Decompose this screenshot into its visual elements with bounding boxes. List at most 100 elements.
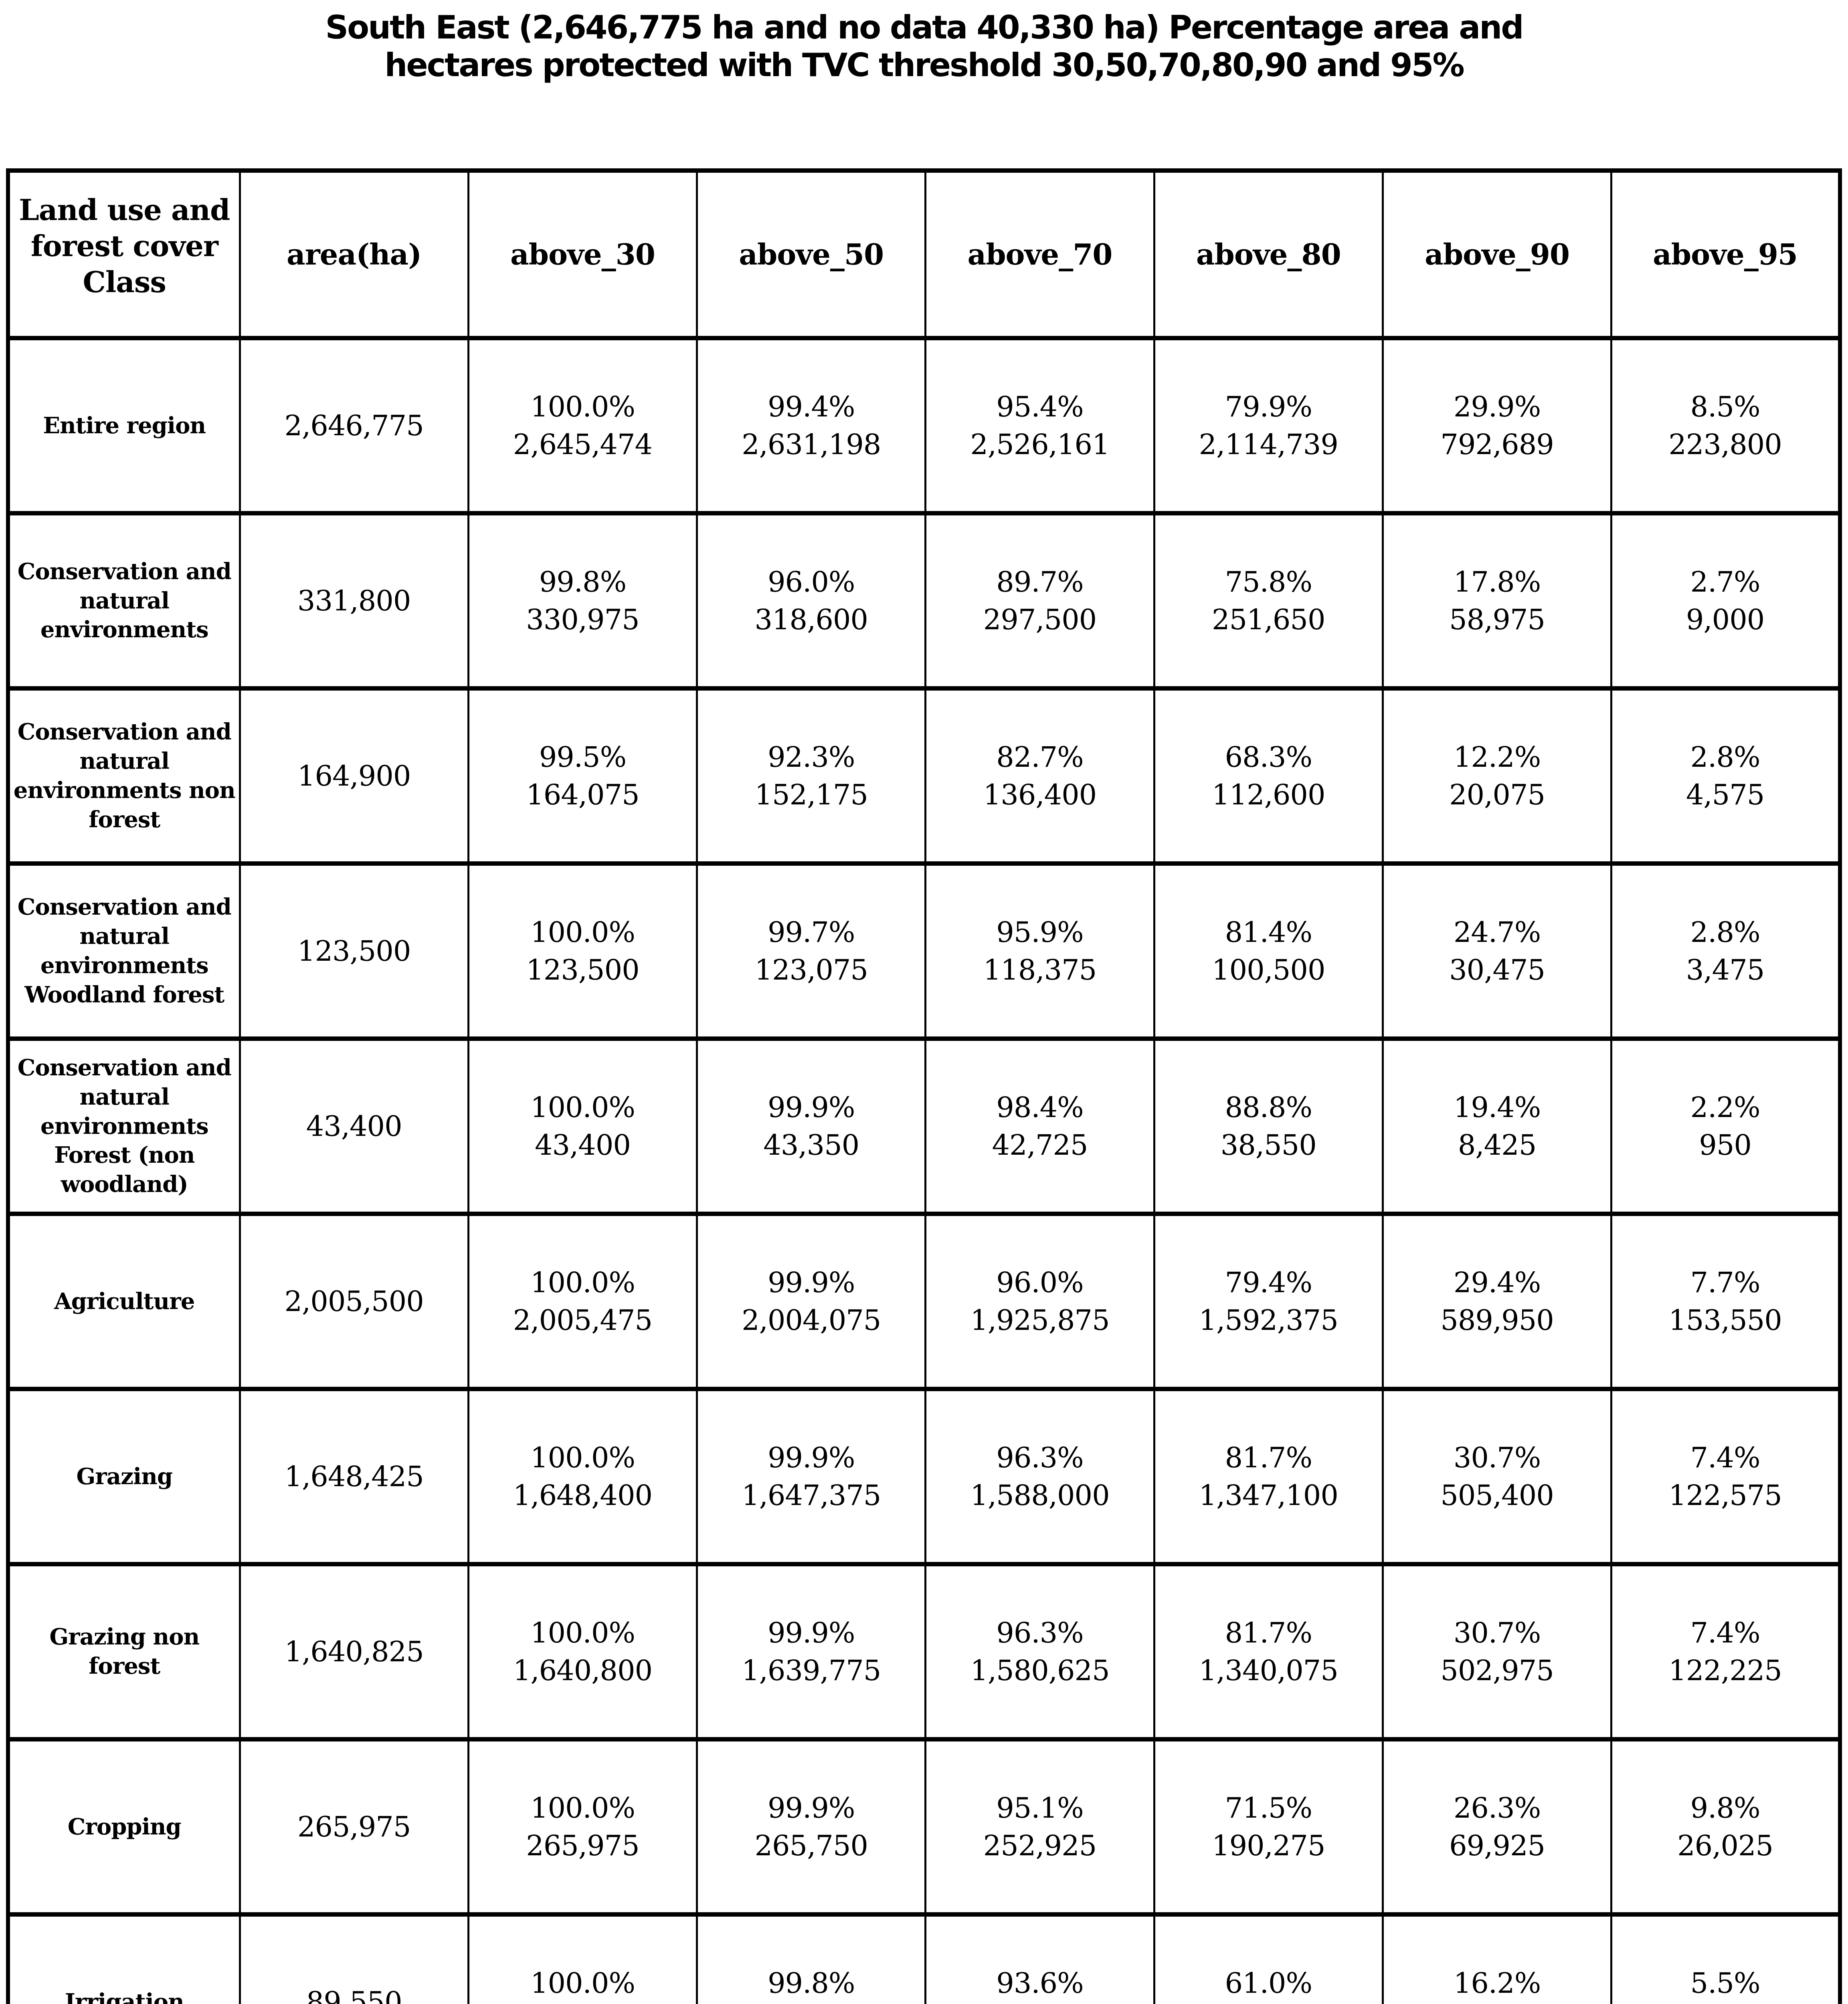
table-row: Agriculture 2,005,500 100.0% 2,005,475 99.… — [7, 1212, 1841, 1391]
value-cell: 79.4% 1,592,375 — [1153, 1212, 1384, 1391]
value-cell: 95.9% 118,375 — [924, 861, 1155, 1041]
col-header-above-95: above_95 — [1610, 168, 1841, 340]
value-cell: 7.4% 122,225 — [1610, 1562, 1841, 1741]
value-cell: 99.9% 265,750 — [696, 1737, 927, 1917]
value-cell: 81.4% 100,500 — [1153, 861, 1384, 1041]
row-label-cell: Grazing non forest — [7, 1562, 241, 1741]
value-cell: 100.0% 123,500 — [467, 861, 698, 1041]
value-cell: 81.7% 1,347,100 — [1153, 1387, 1384, 1566]
value-cell: 19.4% 8,425 — [1381, 1036, 1613, 1216]
row-label-cell: Conservation and natural environments Wo… — [7, 861, 241, 1041]
value-cell: 61.0% 54,650 — [1153, 1912, 1384, 2004]
value-cell: 30.7% 502,975 — [1381, 1562, 1613, 1741]
value-cell: 99.5% 164,075 — [467, 686, 698, 866]
row-label-cell: Conservation and natural environments Fo… — [7, 1036, 241, 1216]
value-cell: 99.4% 2,631,198 — [696, 336, 927, 515]
table-row: Conservation and natural environments no… — [7, 686, 1841, 866]
row-label-cell: Irrigation — [7, 1912, 241, 2004]
value-cell: 99.7% 123,075 — [696, 861, 927, 1041]
value-cell: 93.6% 83,800 — [924, 1912, 1155, 2004]
value-cell: 123,500 — [239, 861, 469, 1041]
table-row: Conservation and natural environments 33… — [7, 511, 1841, 691]
value-cell: 100.0% 2,645,474 — [467, 336, 698, 515]
value-cell: 96.3% 1,588,000 — [924, 1387, 1155, 1566]
value-cell: 2.7% 9,000 — [1610, 511, 1841, 691]
col-header-class: Land use and forest cover Class — [7, 168, 241, 340]
value-cell: 68.3% 112,600 — [1153, 686, 1384, 866]
col-header-area-ha: area(ha) — [239, 168, 469, 340]
value-cell: 92.3% 152,175 — [696, 686, 927, 866]
value-cell: 2.2% 950 — [1610, 1036, 1841, 1216]
value-cell: 96.3% 1,580,625 — [924, 1562, 1155, 1741]
col-header-above-30: above_30 — [467, 168, 698, 340]
row-label-cell: Entire region — [7, 336, 241, 515]
value-cell: 100.0% 89,550 — [467, 1912, 698, 2004]
value-cell: 7.4% 122,575 — [1610, 1387, 1841, 1566]
value-cell: 71.5% 190,275 — [1153, 1737, 1384, 1917]
table-row: Grazing 1,648,425 100.0% 1,648,400 99.9% 1… — [7, 1387, 1841, 1566]
land-use-table: Land use and forest cover Class area(ha)… — [6, 168, 1842, 2004]
value-cell: 96.0% 318,600 — [696, 511, 927, 691]
table-row: Grazing non forest 1,640,825 100.0% 1,640… — [7, 1562, 1841, 1741]
value-cell: 99.8% 330,975 — [467, 511, 698, 691]
row-label-cell: Conservation and natural environments — [7, 511, 241, 691]
table-row: Conservation and natural environments Wo… — [7, 861, 1841, 1041]
col-header-above-80: above_80 — [1153, 168, 1384, 340]
value-cell: 99.9% 43,350 — [696, 1036, 927, 1216]
value-cell: 89,550 — [239, 1912, 469, 2004]
page-title: South East (2,646,775 ha and no data 40,… — [325, 9, 1524, 84]
value-cell: 12.2% 20,075 — [1381, 686, 1613, 866]
row-label-cell: Agriculture — [7, 1212, 241, 1391]
value-cell: 82.7% 136,400 — [924, 686, 1155, 866]
value-cell: 164,900 — [239, 686, 469, 866]
value-cell: 9.8% 26,025 — [1610, 1737, 1841, 1917]
value-cell: 8.5% 223,800 — [1610, 336, 1841, 515]
value-cell: 16.2% 14,550 — [1381, 1912, 1613, 2004]
value-cell: 79.9% 2,114,739 — [1153, 336, 1384, 515]
value-cell: 24.7% 30,475 — [1381, 861, 1613, 1041]
value-cell: 265,975 — [239, 1737, 469, 1917]
value-cell: 100.0% 1,648,400 — [467, 1387, 698, 1566]
value-cell: 99.9% 1,647,375 — [696, 1387, 927, 1566]
value-cell: 30.7% 505,400 — [1381, 1387, 1613, 1566]
value-cell: 100.0% 43,400 — [467, 1036, 698, 1216]
value-cell: 98.4% 42,725 — [924, 1036, 1155, 1216]
value-cell: 1,640,825 — [239, 1562, 469, 1741]
value-cell: 99.8% 89,400 — [696, 1912, 927, 2004]
value-cell: 95.4% 2,526,161 — [924, 336, 1155, 515]
row-label-cell: Grazing — [7, 1387, 241, 1566]
value-cell: 29.9% 792,689 — [1381, 336, 1613, 515]
value-cell: 331,800 — [239, 511, 469, 691]
value-cell: 100.0% 1,640,800 — [467, 1562, 698, 1741]
value-cell: 100.0% 265,975 — [467, 1737, 698, 1917]
value-cell: 99.9% 2,004,075 — [696, 1212, 927, 1391]
value-cell: 95.1% 252,925 — [924, 1737, 1155, 1917]
col-header-above-50: above_50 — [696, 168, 927, 340]
value-cell: 81.7% 1,340,075 — [1153, 1562, 1384, 1741]
table-header-row: Land use and forest cover Class area(ha)… — [7, 168, 1841, 340]
row-label-cell: Cropping — [7, 1737, 241, 1917]
value-cell: 100.0% 2,005,475 — [467, 1212, 698, 1391]
table-row: Conservation and natural environments Fo… — [7, 1036, 1841, 1216]
value-cell: 2,005,500 — [239, 1212, 469, 1391]
value-cell: 17.8% 58,975 — [1381, 511, 1613, 691]
value-cell: 7.7% 153,550 — [1610, 1212, 1841, 1391]
value-cell: 43,400 — [239, 1036, 469, 1216]
value-cell: 89.7% 297,500 — [924, 511, 1155, 691]
col-header-above-90: above_90 — [1381, 168, 1613, 340]
table-body: Entire region 2,646,775 100.0% 2,645,474 9… — [7, 336, 1841, 2004]
value-cell: 96.0% 1,925,875 — [924, 1212, 1155, 1391]
row-label-cell: Conservation and natural environments no… — [7, 686, 241, 866]
table-row: Entire region 2,646,775 100.0% 2,645,474 9… — [7, 336, 1841, 515]
value-cell: 99.9% 1,639,775 — [696, 1562, 927, 1741]
land-use-table-container: Land use and forest cover Class area(ha)… — [6, 168, 1842, 2004]
col-header-above-70: above_70 — [924, 168, 1155, 340]
value-cell: 29.4% 589,950 — [1381, 1212, 1613, 1391]
value-cell: 1,648,425 — [239, 1387, 469, 1566]
value-cell: 26.3% 69,925 — [1381, 1737, 1613, 1917]
value-cell: 2,646,775 — [239, 336, 469, 515]
table-row: Cropping 265,975 100.0% 265,975 99.9% 265,… — [7, 1737, 1841, 1917]
value-cell: 5.5% 4,925 — [1610, 1912, 1841, 2004]
value-cell: 2.8% 4,575 — [1610, 686, 1841, 866]
